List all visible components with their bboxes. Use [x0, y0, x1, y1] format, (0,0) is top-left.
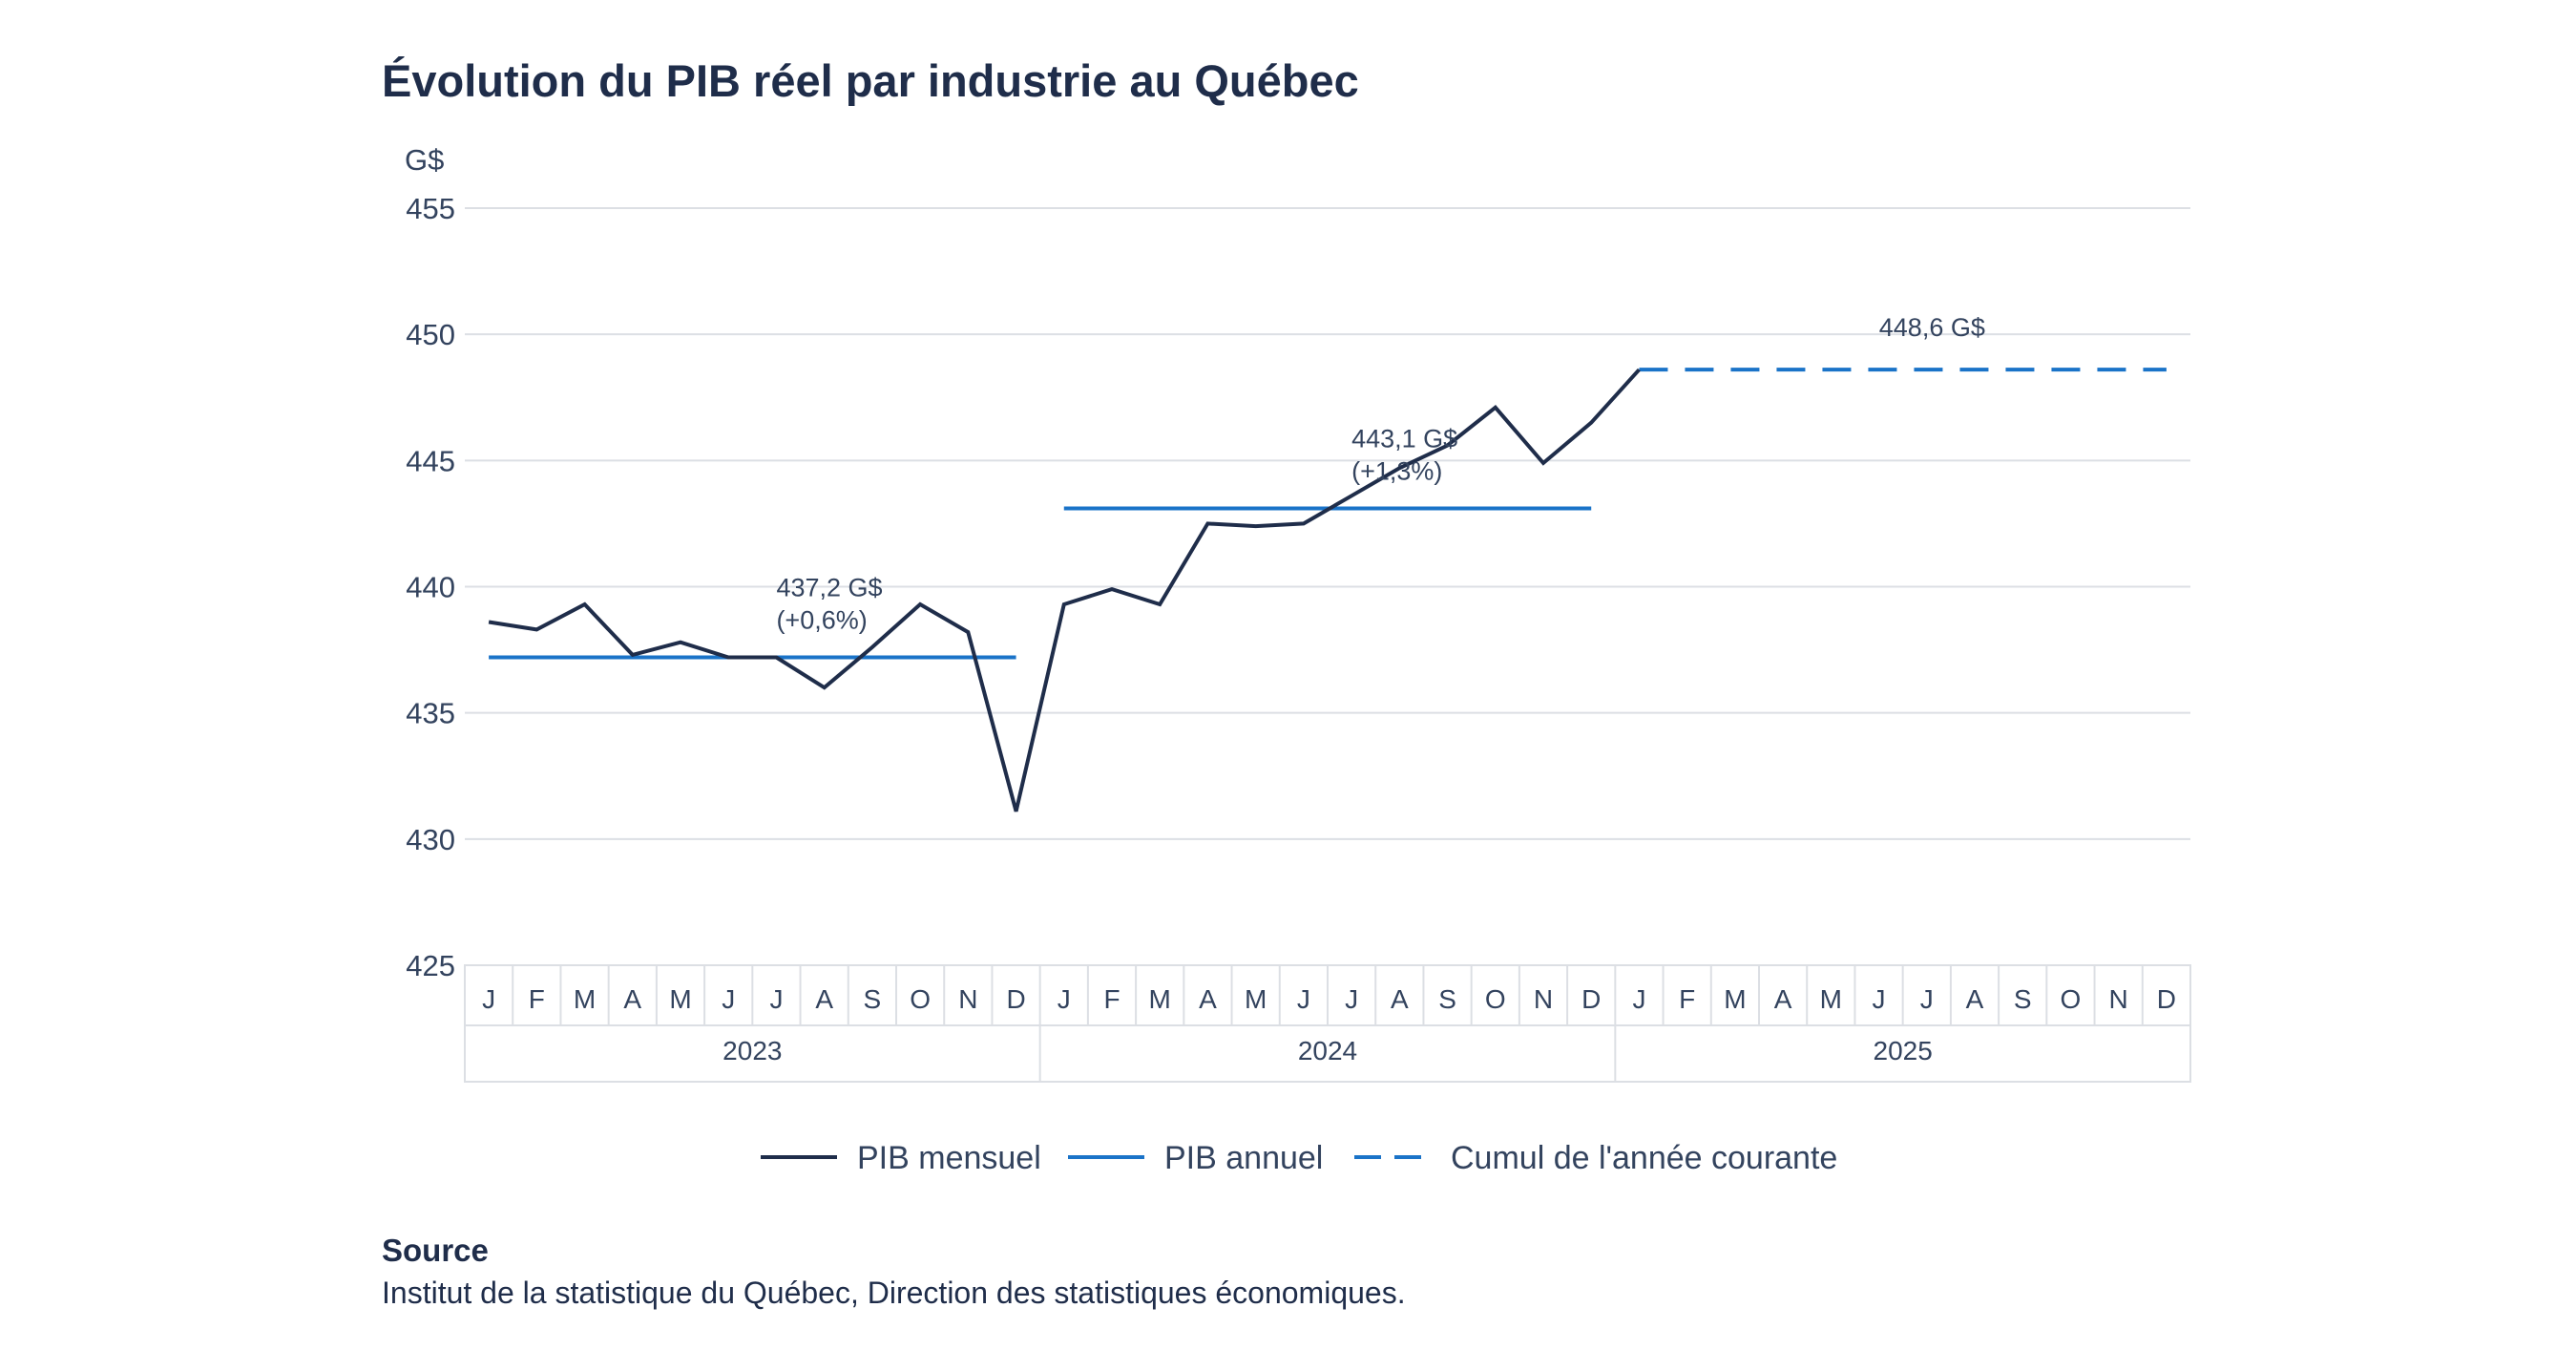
month-label: N: [1534, 984, 1553, 1014]
y-tick-label: 450: [406, 318, 455, 351]
month-label: M: [1724, 984, 1746, 1014]
month-label: J: [1920, 984, 1934, 1014]
month-label: M: [1245, 984, 1267, 1014]
annual-change-label: (+0,6%): [776, 606, 867, 635]
month-label: A: [815, 984, 833, 1014]
y-tick-label: 440: [406, 571, 455, 604]
month-label: J: [482, 984, 495, 1014]
legend-label: PIB mensuel: [857, 1140, 1041, 1176]
month-label: O: [910, 984, 931, 1014]
month-label: A: [1199, 984, 1217, 1014]
month-label: F: [1679, 984, 1695, 1014]
month-label: A: [1774, 984, 1792, 1014]
month-label: D: [1581, 984, 1601, 1014]
month-label: F: [1103, 984, 1120, 1014]
chart-title: Évolution du PIB réel par industrie au Q…: [382, 55, 1359, 106]
month-label: A: [623, 984, 641, 1014]
source-text: Institut de la statistique du Québec, Di…: [382, 1276, 1406, 1310]
y-axis-unit-label: G$: [405, 143, 444, 177]
monthly-line-path: [488, 368, 1641, 812]
annotations: 437,2 G$ (+0,6%) 443,1 G$ (+1,3%) 448,6 G$: [776, 313, 1984, 634]
y-tick-label: 430: [406, 823, 455, 856]
month-label: J: [1632, 984, 1645, 1014]
annual-value-label: 437,2 G$: [776, 574, 882, 602]
month-label: J: [722, 984, 735, 1014]
month-label: M: [669, 984, 691, 1014]
x-axis-table: J F M A M J J A S O N D J F M A M J J A S O N D J F M A M J J A S O N D2023…: [464, 964, 2191, 1083]
monthly-line: [488, 368, 1641, 812]
y-tick-label: 445: [406, 444, 455, 477]
y-tick-label: 425: [406, 949, 455, 982]
y-tick-label: 455: [406, 192, 455, 225]
month-label: S: [2014, 984, 2032, 1014]
legend-label: Cumul de l'année courante: [1451, 1140, 1837, 1176]
month-label: S: [1438, 984, 1456, 1014]
month-label: M: [1149, 984, 1171, 1014]
month-label: M: [1820, 984, 1842, 1014]
cumulative-value-label: 448,6 G$: [1879, 313, 1985, 342]
month-label: S: [864, 984, 882, 1014]
annual-value-label: 443,1 G$: [1351, 425, 1457, 454]
month-label: J: [769, 984, 783, 1014]
month-label: O: [1485, 984, 1506, 1014]
month-label: D: [2157, 984, 2176, 1014]
month-label: F: [529, 984, 545, 1014]
month-label: J: [1297, 984, 1310, 1014]
month-label: N: [2109, 984, 2128, 1014]
month-label: N: [958, 984, 977, 1014]
annual-lines: [489, 368, 2167, 660]
month-label: A: [1391, 984, 1409, 1014]
month-label: J: [1345, 984, 1358, 1014]
month-label: D: [1006, 984, 1025, 1014]
annual-change-label: (+1,3%): [1351, 457, 1442, 486]
year-label: 2024: [1298, 1036, 1357, 1065]
year-label: 2023: [723, 1036, 782, 1065]
month-label: O: [2061, 984, 2082, 1014]
month-label: A: [1966, 984, 1984, 1014]
y-axis-ticks: 425 430 435 440 445 450 455: [406, 192, 455, 982]
source-heading: Source: [382, 1233, 489, 1268]
gridlines: [465, 207, 2190, 840]
y-tick-label: 435: [406, 697, 455, 730]
month-label: J: [1873, 984, 1886, 1014]
legend-label: PIB annuel: [1164, 1140, 1323, 1176]
month-label: J: [1058, 984, 1071, 1014]
year-label: 2025: [1874, 1036, 1933, 1065]
month-label: M: [574, 984, 596, 1014]
legend: PIB mensuel PIB annuel Cumul de l'année co…: [761, 1140, 1837, 1176]
